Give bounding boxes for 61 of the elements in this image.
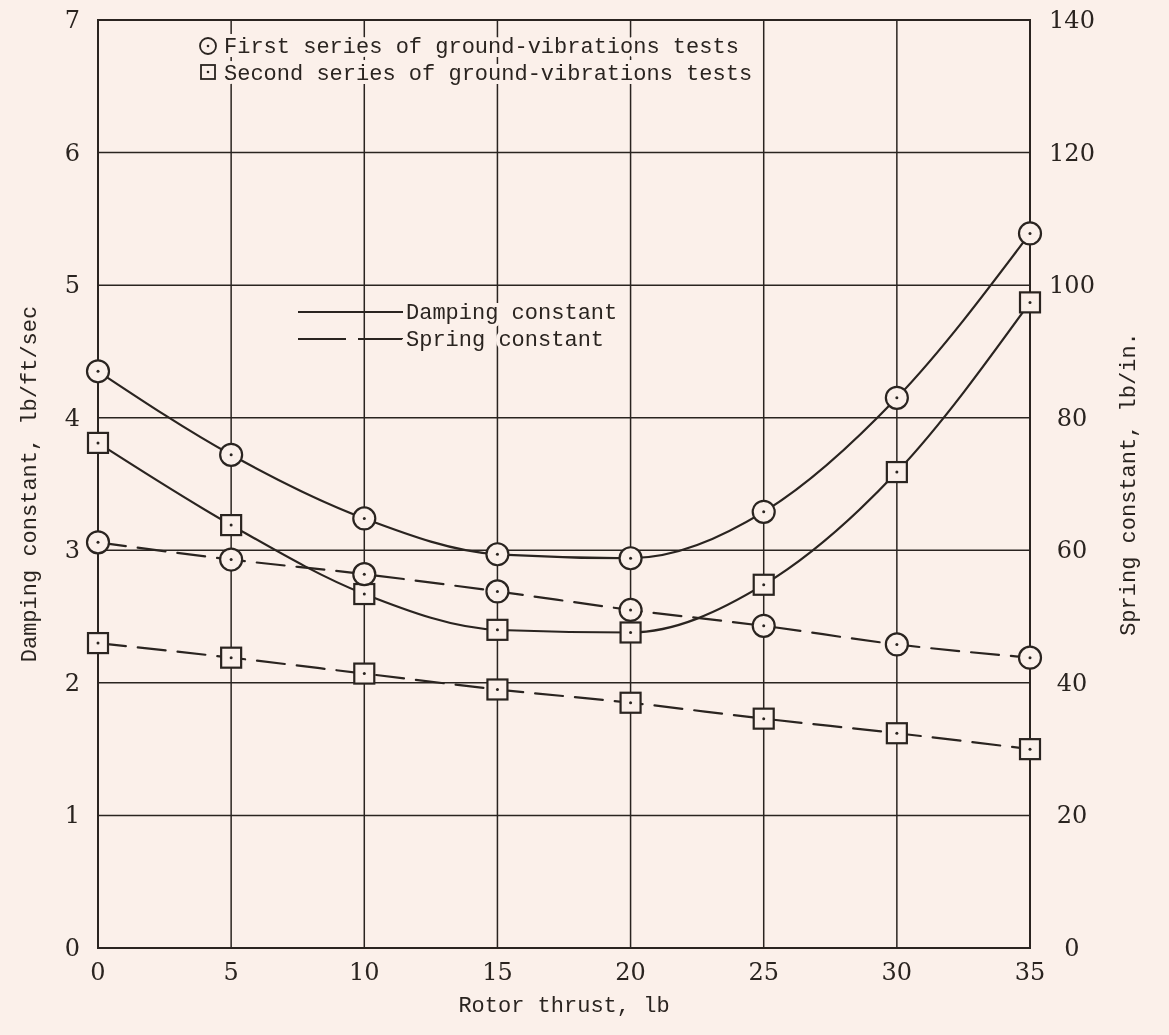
point — [884, 632, 909, 657]
y2-tick-label: 60 — [1056, 536, 1088, 565]
y2-axis-title: Spring constant, lb/in. — [1117, 332, 1142, 636]
x-tick-label: 20 — [615, 958, 646, 986]
point — [751, 613, 776, 638]
y-tick-label: 5 — [64, 271, 80, 300]
point — [486, 678, 509, 701]
y2-tick-label: 40 — [1056, 668, 1088, 697]
point — [85, 359, 111, 384]
point — [884, 385, 909, 410]
point — [618, 597, 643, 623]
x-tick-label: 15 — [482, 958, 513, 986]
point — [352, 562, 377, 587]
point — [885, 722, 908, 745]
x-tick-label: 35 — [1014, 958, 1046, 986]
point — [353, 582, 376, 606]
point — [618, 546, 643, 571]
point — [885, 460, 908, 484]
point — [219, 442, 244, 467]
point — [752, 707, 775, 730]
y2-tick-label: 120 — [1049, 138, 1095, 167]
point — [353, 662, 376, 685]
point — [1017, 645, 1043, 670]
point — [352, 506, 377, 531]
point — [619, 621, 642, 644]
point — [86, 431, 110, 454]
x-tick-label: 5 — [223, 958, 239, 986]
point — [85, 530, 111, 555]
y-tick-label: 2 — [64, 668, 80, 697]
x-axis-title: Rotor thrust, lb — [458, 994, 670, 1019]
x-tick-label: 30 — [881, 958, 913, 986]
point — [486, 618, 509, 641]
y2-tick-label: 0 — [1064, 934, 1080, 962]
point — [220, 514, 243, 537]
point — [1018, 291, 1042, 314]
y2-tick-label: 20 — [1056, 801, 1088, 830]
x-tick-label: 0 — [90, 958, 106, 986]
point — [619, 691, 642, 714]
point — [751, 499, 776, 524]
point — [485, 542, 510, 567]
y-tick-label: 6 — [64, 138, 80, 167]
y2-tick-label: 100 — [1049, 271, 1095, 300]
x-tick-label: 25 — [748, 958, 779, 986]
y-tick-label: 0 — [64, 934, 80, 962]
point — [219, 547, 244, 572]
annotation: Damping constant — [406, 301, 618, 326]
point — [485, 579, 510, 604]
x-tick-label: 10 — [349, 958, 380, 986]
point — [1017, 221, 1043, 246]
point — [220, 646, 243, 669]
point — [1018, 738, 1042, 761]
y2-tick-label: 140 — [1049, 6, 1095, 34]
y-axis-title: Damping constant, lb/ft/sec — [18, 305, 43, 663]
y-tick-label: 1 — [64, 801, 80, 830]
y-tick-label: 7 — [64, 6, 80, 34]
y-tick-label: 3 — [64, 536, 80, 565]
point — [86, 631, 110, 655]
annotation: Spring constant — [406, 328, 605, 353]
point — [752, 573, 775, 596]
y2-tick-label: 80 — [1056, 403, 1088, 432]
y-tick-label: 4 — [64, 403, 80, 432]
